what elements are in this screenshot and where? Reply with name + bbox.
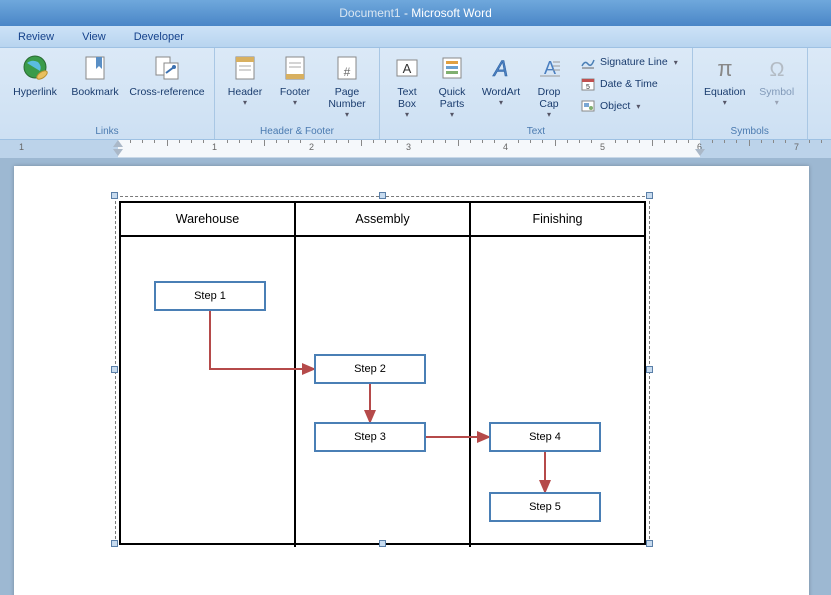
step-s1[interactable]: Step 1 bbox=[154, 281, 266, 311]
resize-handle[interactable] bbox=[646, 366, 653, 373]
signature-icon bbox=[580, 54, 596, 70]
group-header-footer: Header ▾ Footer ▾ # Page Number ▾ Header… bbox=[215, 48, 380, 139]
wordart-icon: A bbox=[485, 52, 517, 84]
title-document: Document1 bbox=[339, 6, 400, 20]
quickparts-icon bbox=[436, 52, 468, 84]
tab-developer[interactable]: Developer bbox=[120, 28, 198, 47]
title-sep: - bbox=[401, 6, 412, 20]
resize-handle[interactable] bbox=[111, 192, 118, 199]
group-symbols-label: Symbols bbox=[699, 125, 801, 138]
datetime-icon: 5 bbox=[580, 76, 596, 92]
chevron-down-icon: ▾ bbox=[674, 58, 678, 67]
svg-text:A: A bbox=[492, 56, 509, 81]
bookmark-icon bbox=[79, 52, 111, 84]
object-button[interactable]: Object ▾ bbox=[576, 96, 682, 116]
svg-text:A: A bbox=[403, 61, 412, 76]
resize-handle[interactable] bbox=[111, 540, 118, 547]
signature-line-button[interactable]: Signature Line ▾ bbox=[576, 52, 682, 72]
object-icon bbox=[580, 98, 596, 114]
symbol-icon: Ω bbox=[761, 52, 793, 84]
lane-header-warehouse: Warehouse bbox=[121, 203, 296, 235]
header-button[interactable]: Header ▾ bbox=[221, 50, 269, 107]
crossref-icon bbox=[151, 52, 183, 84]
svg-text:π: π bbox=[717, 56, 732, 81]
footer-icon bbox=[279, 52, 311, 84]
header-icon bbox=[229, 52, 261, 84]
swimlane-header: Warehouse Assembly Finishing bbox=[121, 203, 644, 237]
resize-handle[interactable] bbox=[646, 540, 653, 547]
chevron-down-icon: ▾ bbox=[405, 110, 409, 119]
dropcap-icon: A bbox=[533, 52, 565, 84]
title-bar: Document1 - Microsoft Word bbox=[0, 0, 831, 26]
group-links-label: Links bbox=[6, 125, 208, 138]
resize-handle[interactable] bbox=[646, 192, 653, 199]
svg-text:Ω: Ω bbox=[769, 59, 784, 81]
tab-view[interactable]: View bbox=[68, 28, 120, 47]
resize-handle[interactable] bbox=[379, 540, 386, 547]
chevron-down-icon: ▾ bbox=[636, 102, 640, 111]
svg-text:#: # bbox=[344, 65, 351, 79]
date-time-button[interactable]: 5 Date & Time bbox=[576, 74, 682, 94]
pagenum-icon: # bbox=[331, 52, 363, 84]
equation-icon: π bbox=[709, 52, 741, 84]
chevron-down-icon: ▾ bbox=[243, 98, 247, 107]
wordart-button[interactable]: A WordArt ▾ bbox=[476, 50, 526, 107]
drop-cap-button[interactable]: A Drop Cap ▾ bbox=[528, 50, 570, 119]
group-text: A Text Box ▾ Quick Parts ▾ A WordArt ▾ A… bbox=[380, 48, 693, 139]
lane-header-finishing: Finishing bbox=[471, 203, 644, 235]
step-s2[interactable]: Step 2 bbox=[314, 354, 426, 384]
chevron-down-icon: ▾ bbox=[450, 110, 454, 119]
chevron-down-icon: ▾ bbox=[775, 98, 779, 107]
globe-icon bbox=[19, 52, 51, 84]
equation-button[interactable]: π Equation ▾ bbox=[699, 50, 751, 107]
lane-assembly bbox=[296, 237, 471, 547]
title-app: Microsoft Word bbox=[411, 6, 491, 20]
ribbon-tabs: Review View Developer bbox=[0, 26, 831, 48]
symbol-button[interactable]: Ω Symbol ▾ bbox=[753, 50, 801, 107]
step-s5[interactable]: Step 5 bbox=[489, 492, 601, 522]
chevron-down-icon: ▾ bbox=[723, 98, 727, 107]
footer-button[interactable]: Footer ▾ bbox=[271, 50, 319, 107]
step-s4[interactable]: Step 4 bbox=[489, 422, 601, 452]
chevron-down-icon: ▾ bbox=[345, 110, 349, 119]
resize-handle[interactable] bbox=[111, 366, 118, 373]
ribbon: Hyperlink Bookmark Cross-reference Links… bbox=[0, 48, 831, 140]
hyperlink-button[interactable]: Hyperlink bbox=[6, 50, 64, 98]
ruler-left-margin bbox=[0, 140, 118, 158]
chevron-down-icon: ▾ bbox=[293, 98, 297, 107]
svg-text:A: A bbox=[544, 58, 556, 78]
chevron-down-icon: ▾ bbox=[499, 98, 503, 107]
page[interactable]: Warehouse Assembly Finishing Step 1 Step … bbox=[14, 166, 809, 595]
textbox-icon: A bbox=[391, 52, 423, 84]
horizontal-ruler[interactable]: 11234567 bbox=[0, 140, 831, 158]
lane-header-assembly: Assembly bbox=[296, 203, 471, 235]
tab-review[interactable]: Review bbox=[4, 28, 68, 47]
text-box-button[interactable]: A Text Box ▾ bbox=[386, 50, 428, 119]
step-s3[interactable]: Step 3 bbox=[314, 422, 426, 452]
ruler-right-margin bbox=[700, 140, 831, 158]
page-number-button[interactable]: # Page Number ▾ bbox=[321, 50, 373, 119]
cross-reference-button[interactable]: Cross-reference bbox=[126, 50, 208, 98]
group-text-label: Text bbox=[386, 125, 686, 138]
resize-handle[interactable] bbox=[379, 192, 386, 199]
group-symbols: π Equation ▾ Ω Symbol ▾ Symbols bbox=[693, 48, 808, 139]
quick-parts-button[interactable]: Quick Parts ▾ bbox=[430, 50, 474, 119]
document-area: Warehouse Assembly Finishing Step 1 Step … bbox=[0, 158, 831, 595]
chevron-down-icon: ▾ bbox=[547, 110, 551, 119]
group-links: Hyperlink Bookmark Cross-reference Links bbox=[0, 48, 215, 139]
bookmark-button[interactable]: Bookmark bbox=[66, 50, 124, 98]
group-hf-label: Header & Footer bbox=[221, 125, 373, 138]
svg-text:5: 5 bbox=[586, 84, 590, 91]
